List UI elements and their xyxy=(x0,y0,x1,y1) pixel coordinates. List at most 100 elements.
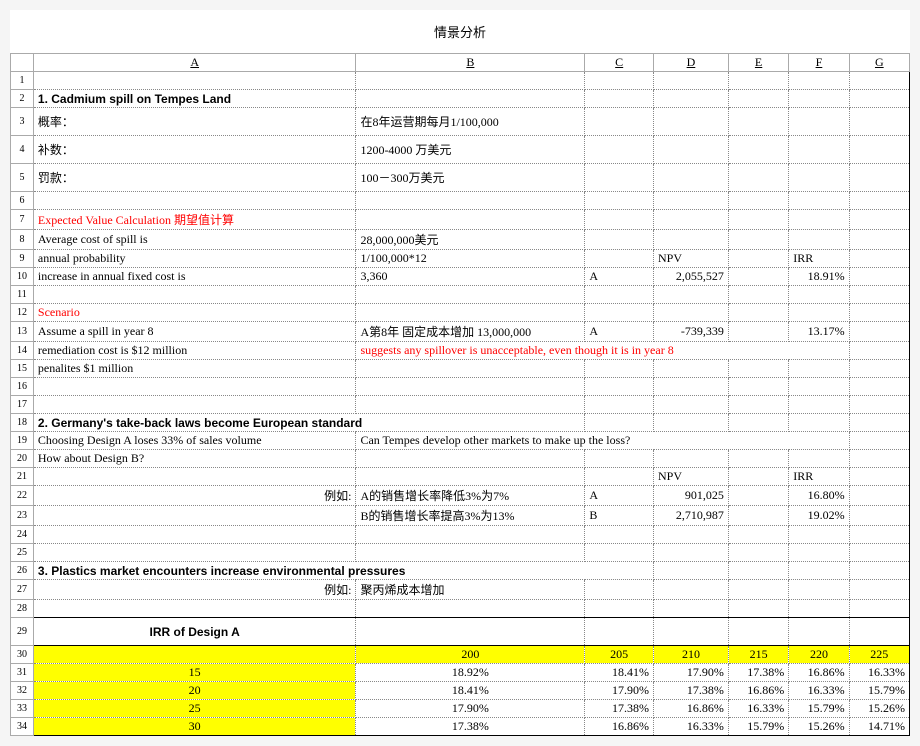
sec2-title: 2. Germany's take-back laws become Europ… xyxy=(33,414,584,432)
sec3-title: 3. Plastics market encounters increase e… xyxy=(33,562,653,580)
col-D[interactable]: D xyxy=(654,54,729,72)
sec2-l2: How about Design B? xyxy=(33,450,356,468)
row-33[interactable]: 332517.90%17.38%16.86%16.33%15.79%15.26% xyxy=(11,700,910,718)
col-C[interactable]: C xyxy=(585,54,654,72)
row-7[interactable]: 7Expected Value Calculation 期望值计算 xyxy=(11,210,910,230)
assume-irr: 13.17% xyxy=(789,322,849,342)
annprob-label: annual probability xyxy=(33,250,356,268)
row-23[interactable]: 23B的销售增长率提高3%为13%B2,710,98719.02% xyxy=(11,506,910,526)
row-28[interactable]: 28 xyxy=(11,600,910,618)
rowB-b: B xyxy=(585,506,654,526)
assume-a: A xyxy=(585,322,654,342)
row-25[interactable]: 25 xyxy=(11,544,910,562)
row-13[interactable]: 13Assume a spill in year 8A第8年 固定成本增加 13… xyxy=(11,322,910,342)
col-G[interactable]: G xyxy=(849,54,909,72)
row-16[interactable]: 16 xyxy=(11,378,910,396)
row-14[interactable]: 14remediation cost is $12 millionsuggest… xyxy=(11,342,910,360)
row-21[interactable]: 21NPVIRR xyxy=(11,468,910,486)
penalties: penalites $1 million xyxy=(33,360,356,378)
row-10[interactable]: 10increase in annual fixed cost is3,360A… xyxy=(11,268,910,286)
incr-npv: 2,055,527 xyxy=(654,268,729,286)
rowA-irr: 16.80% xyxy=(789,486,849,506)
row-9[interactable]: 9annual probability1/100,000*12NPVIRR xyxy=(11,250,910,268)
h215: 215 xyxy=(728,646,788,664)
prob-label: 概率： xyxy=(33,108,356,136)
row-3[interactable]: 3概率：在8年运营期每月1/100,000 xyxy=(11,108,910,136)
r15: 15 xyxy=(33,664,356,682)
row-5[interactable]: 5罚款：100－300万美元 xyxy=(11,164,910,192)
row-32[interactable]: 322018.41%17.90%17.38%16.86%16.33%15.79% xyxy=(11,682,910,700)
incr-val: 3,360 xyxy=(356,268,585,286)
r30: 30 xyxy=(33,718,356,736)
assume-npv: -739,339 xyxy=(654,322,729,342)
h210: 210 xyxy=(654,646,729,664)
eg3: 例如: xyxy=(33,580,356,600)
row-27[interactable]: 27例如:聚丙烯成本增加 xyxy=(11,580,910,600)
pen-val: 100－300万美元 xyxy=(356,164,585,192)
col-E[interactable]: E xyxy=(728,54,788,72)
row-20[interactable]: 20How about Design B? xyxy=(11,450,910,468)
irr-title: IRR of Design A xyxy=(33,618,356,646)
row-15[interactable]: 15penalites $1 million xyxy=(11,360,910,378)
row-11[interactable]: 11 xyxy=(11,286,910,304)
row-29[interactable]: 29IRR of Design A xyxy=(11,618,910,646)
col-B[interactable]: B xyxy=(356,54,585,72)
h205: 205 xyxy=(585,646,654,664)
row-18[interactable]: 182. Germany's take-back laws become Eur… xyxy=(11,414,910,432)
r25: 25 xyxy=(33,700,356,718)
incr-a: A xyxy=(585,268,654,286)
comp-label: 补数： xyxy=(33,136,356,164)
row-30[interactable]: 30200205210215220225 xyxy=(11,646,910,664)
r20: 20 xyxy=(33,682,356,700)
incr-irr: 18.91% xyxy=(789,268,849,286)
rowA-label: A的销售增长率降低3%为7% xyxy=(356,486,585,506)
row-24[interactable]: 24 xyxy=(11,526,910,544)
row-34[interactable]: 343017.38%16.86%16.33%15.79%15.26%14.71% xyxy=(11,718,910,736)
row-4[interactable]: 4补数：1200-4000 万美元 xyxy=(11,136,910,164)
remed-note: suggests any spillover is unacceptable, … xyxy=(356,342,849,360)
row-22[interactable]: 22例如:A的销售增长率降低3%为7%A901,02516.80% xyxy=(11,486,910,506)
h200: 200 xyxy=(356,646,585,664)
row-17[interactable]: 17 xyxy=(11,396,910,414)
rowB-irr: 19.02% xyxy=(789,506,849,526)
row-6[interactable]: 6 xyxy=(11,192,910,210)
irr-hdr2: IRR xyxy=(789,468,849,486)
col-A[interactable]: A xyxy=(33,54,356,72)
spreadsheet-table: A B C D E F G 1 21. Cadmium spill on Tem… xyxy=(10,53,910,736)
column-header-row: A B C D E F G xyxy=(11,54,910,72)
assume-label: Assume a spill in year 8 xyxy=(33,322,356,342)
sec2-l1a: Choosing Design A loses 33% of sales vol… xyxy=(33,432,356,450)
rowB-label: B的销售增长率提高3%为13% xyxy=(356,506,585,526)
h220: 220 xyxy=(789,646,849,664)
annprob-val: 1/100,000*12 xyxy=(356,250,585,268)
row-19[interactable]: 19Choosing Design A loses 33% of sales v… xyxy=(11,432,910,450)
eg3-val: 聚丙烯成本增加 xyxy=(356,580,585,600)
row-8[interactable]: 8Average cost of spill is28,000,000美元 xyxy=(11,230,910,250)
h225: 225 xyxy=(849,646,909,664)
row-31[interactable]: 311518.92%18.41%17.90%17.38%16.86%16.33% xyxy=(11,664,910,682)
assume-val: A第8年 固定成本增加 13,000,000 xyxy=(356,322,585,342)
col-F[interactable]: F xyxy=(789,54,849,72)
remed-label: remediation cost is $12 million xyxy=(33,342,356,360)
evc-title: Expected Value Calculation 期望值计算 xyxy=(33,210,356,230)
eg2: 例如: xyxy=(33,486,356,506)
pen-label: 罚款： xyxy=(33,164,356,192)
prob-val: 在8年运营期每月1/100,000 xyxy=(356,108,585,136)
sec1-title: 1. Cadmium spill on Tempes Land xyxy=(33,90,356,108)
incr-label: increase in annual fixed cost is xyxy=(33,268,356,286)
row-12[interactable]: 12Scenario xyxy=(11,304,910,322)
row-1[interactable]: 1 xyxy=(11,72,910,90)
page-title: 情景分析 xyxy=(10,10,910,53)
scenario: Scenario xyxy=(33,304,356,322)
comp-val: 1200-4000 万美元 xyxy=(356,136,585,164)
rowA-npv: 901,025 xyxy=(654,486,729,506)
irr-hdr: IRR xyxy=(789,250,849,268)
rowB-npv: 2,710,987 xyxy=(654,506,729,526)
sec2-l1b: Can Tempes develop other markets to make… xyxy=(356,432,849,450)
npv-hdr2: NPV xyxy=(654,468,729,486)
avg-val: 28,000,000美元 xyxy=(356,230,585,250)
row-26[interactable]: 263. Plastics market encounters increase… xyxy=(11,562,910,580)
rowA-a: A xyxy=(585,486,654,506)
npv-hdr: NPV xyxy=(654,250,729,268)
row-2[interactable]: 21. Cadmium spill on Tempes Land xyxy=(11,90,910,108)
